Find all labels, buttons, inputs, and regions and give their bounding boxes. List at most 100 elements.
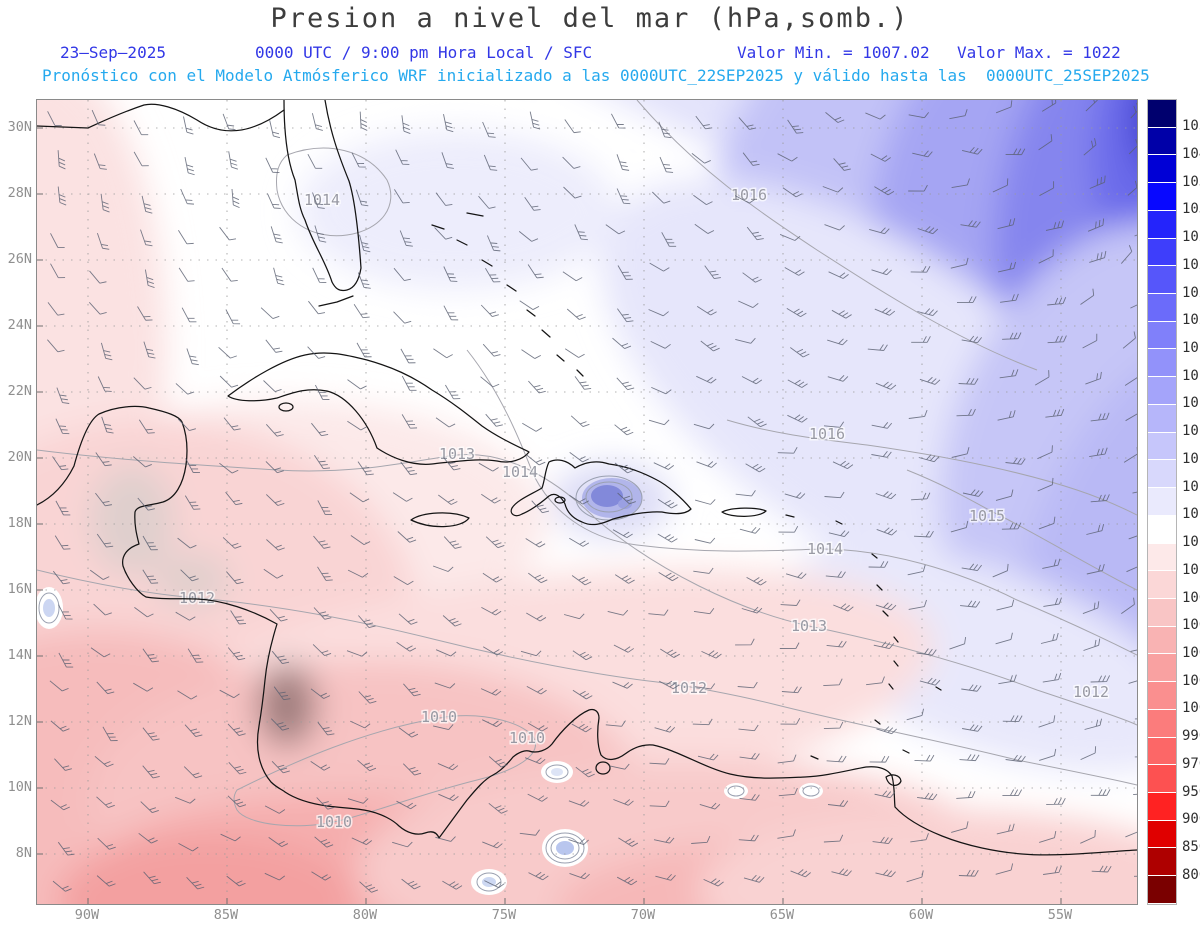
contour-label: 1014 — [807, 540, 843, 558]
colorbar-tick: 1004 — [1182, 644, 1200, 661]
colorbar-cell — [1148, 377, 1176, 405]
lon-label: 75W — [491, 907, 517, 923]
colorbar-cell — [1148, 294, 1176, 322]
colorbar-tick: 1002 — [1182, 672, 1200, 689]
colorbar-tick: 1013 — [1182, 506, 1200, 523]
contour-label: 1016 — [809, 425, 845, 443]
contour-label: 1012 — [1073, 683, 1109, 701]
colorbar-tick: 900 — [1182, 811, 1200, 828]
lat-label: 30N — [7, 119, 32, 135]
colorbar-tick: 1019 — [1182, 340, 1200, 357]
colorbar-tick: 1020 — [1182, 312, 1200, 329]
contour-label: 1015 — [969, 507, 1005, 525]
colorbar-tick: 850 — [1182, 839, 1200, 856]
colorbar-cell — [1148, 820, 1176, 849]
colorbar-cell — [1148, 765, 1176, 793]
contour-label: 1010 — [421, 708, 457, 726]
map-area: 1014 1016 1016 1015 1013 1014 1014 1012 1013 1012… — [36, 99, 1138, 905]
colorbar-cell — [1148, 266, 1176, 295]
colorbar-cell — [1148, 210, 1176, 239]
colorbar-tick: 1010 — [1182, 561, 1200, 578]
colorbar-cell — [1148, 515, 1176, 544]
colorbar-tick: 1018 — [1182, 367, 1200, 384]
colorbar-tick: 990 — [1182, 728, 1200, 745]
colorbar-tick: 1006 — [1182, 617, 1200, 634]
colorbar-tick: 1014 — [1182, 478, 1200, 495]
lat-label: 12N — [7, 713, 32, 729]
contour-label: 1012 — [179, 589, 215, 607]
colorbar-cell — [1148, 682, 1176, 710]
colorbar-cell — [1148, 626, 1176, 655]
colorbar-tick: 1028 — [1182, 229, 1200, 246]
colorbar — [1147, 99, 1177, 905]
contour-label: 1013 — [791, 617, 827, 635]
lat-label: 28N — [7, 185, 32, 201]
colorbar-tick: 1035 — [1182, 173, 1200, 190]
colorbar-cell — [1148, 848, 1176, 877]
colorbar-tick: 1012 — [1182, 534, 1200, 551]
colorbar-cell — [1148, 737, 1176, 766]
colorbar-cell — [1148, 709, 1176, 738]
lon-label: 60W — [908, 907, 934, 923]
colorbar-tick: 1000 — [1182, 700, 1200, 717]
colorbar-cell — [1148, 432, 1176, 461]
lat-label: 22N — [7, 383, 32, 399]
valor-max: Valor Max. = 1022 — [957, 43, 1121, 62]
contour-label: 1013 — [439, 445, 475, 463]
colorbar-cell — [1148, 792, 1176, 821]
colorbar-tick: 800 — [1182, 866, 1200, 883]
colorbar-cell — [1148, 238, 1176, 267]
lat-label: 18N — [7, 515, 32, 531]
map-canvas: 1014 1016 1016 1015 1013 1014 1014 1012 1013 1012… — [37, 100, 1137, 904]
model-info: Pronóstico con el Modelo Atmósferico WRF… — [42, 66, 1150, 85]
lat-label: 24N — [7, 317, 32, 333]
contour-label: 1014 — [502, 463, 538, 481]
colorbar-cell — [1148, 571, 1176, 599]
colorbar-tick: 1015 — [1182, 450, 1200, 467]
isobar-contours — [37, 100, 1137, 827]
colorbar-tick: 1050 — [1182, 118, 1200, 135]
contour-label: 1014 — [304, 191, 340, 209]
colorbar-cell — [1148, 460, 1176, 489]
colorbar-tick: 1025 — [1182, 256, 1200, 273]
colorbar-cell — [1148, 598, 1176, 627]
colorbar-tick: 970 — [1182, 755, 1200, 772]
colorbar-cell — [1148, 654, 1176, 683]
contour-labels: 1014 1016 1016 1015 1013 1014 1014 1012 1013 1012… — [177, 185, 1110, 833]
contour-label: 1016 — [731, 186, 767, 204]
colorbar-cell — [1148, 349, 1176, 378]
colorbar-cell — [1148, 127, 1176, 156]
wind-barbs — [47, 100, 1137, 893]
colorbar-tick: 1040 — [1182, 145, 1200, 162]
lon-label: 80W — [352, 907, 378, 923]
colorbar-cell — [1148, 321, 1176, 350]
lat-label: 26N — [7, 251, 32, 267]
colorbar-cell — [1148, 183, 1176, 211]
colorbar-cell — [1148, 543, 1176, 572]
coastlines — [37, 100, 1137, 856]
colorbar-tick: 1016 — [1182, 423, 1200, 440]
valor-min: Valor Min. = 1007.02 — [737, 43, 930, 62]
forecast-date: 23–Sep–2025 — [60, 43, 166, 62]
colorbar-cell — [1148, 100, 1176, 128]
colorbar-tick: 1008 — [1182, 589, 1200, 606]
forecast-time: 0000 UTC / 9:00 pm Hora Local / SFC — [255, 43, 593, 62]
lat-label: 10N — [7, 779, 32, 795]
page-title: Presion a nivel del mar (hPa,somb.) — [270, 3, 910, 34]
pressure-artifacts — [37, 475, 823, 895]
lon-label: 65W — [769, 907, 795, 923]
colorbar-tick: 950 — [1182, 783, 1200, 800]
lat-label: 8N — [15, 845, 32, 861]
colorbar-tick: 1017 — [1182, 395, 1200, 412]
colorbar-cell — [1148, 488, 1176, 516]
contour-label: 1010 — [509, 729, 545, 747]
contour-label: 1012 — [671, 679, 707, 697]
lon-label: 85W — [213, 907, 239, 923]
colorbar-cell — [1148, 155, 1176, 184]
lon-label: 70W — [630, 907, 656, 923]
axis-ticks — [37, 127, 1062, 904]
contour-label: 1010 — [316, 813, 352, 831]
